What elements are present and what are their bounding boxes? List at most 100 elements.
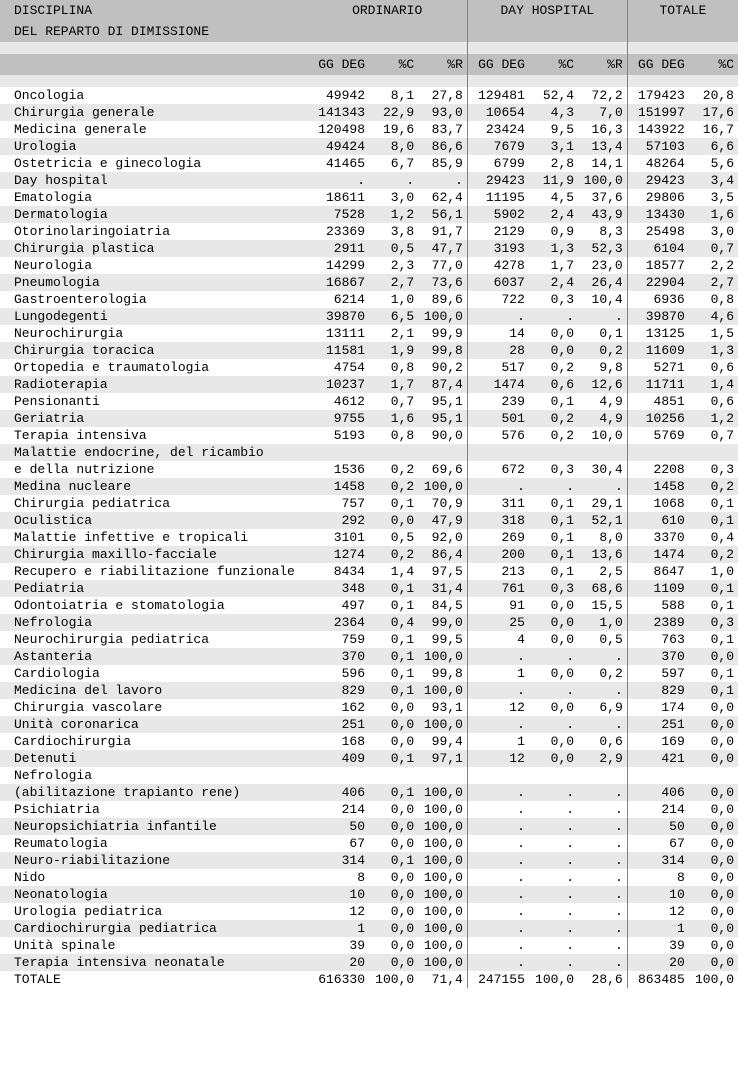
cell: . (578, 954, 627, 971)
cell: 517 (467, 359, 529, 376)
cell: 0,0 (689, 699, 738, 716)
table-row: Ostetricia e ginecologia414656,785,96799… (0, 155, 738, 172)
cell: 8434 (308, 563, 370, 580)
cell: 1,7 (529, 257, 578, 274)
cell: 6,9 (578, 699, 627, 716)
cell: 0,3 (689, 614, 738, 631)
table-row: Chirurgia toracica115811,999,8280,00,211… (0, 342, 738, 359)
row-label: Chirurgia generale (0, 104, 308, 121)
cell: . (578, 920, 627, 937)
cell: 863485 (627, 971, 689, 988)
cell: 19,6 (369, 121, 418, 138)
cell: 0,0 (369, 699, 418, 716)
row-label: Cardiologia (0, 665, 308, 682)
cell: 0,7 (689, 240, 738, 257)
cell: 100,0 (418, 818, 467, 835)
cell: 0,1 (369, 648, 418, 665)
cell: . (578, 869, 627, 886)
row-label: Astanteria (0, 648, 308, 665)
header-row-groups: DISCIPLINA ORDINARIO DAY HOSPITAL TOTALE (0, 0, 738, 21)
cell: 0,1 (369, 495, 418, 512)
table-row: Ortopedia e traumatologia47540,890,25170… (0, 359, 738, 376)
cell: 0,1 (529, 495, 578, 512)
cell: 99,4 (418, 733, 467, 750)
cell: 722 (467, 291, 529, 308)
table-row: Psichiatria2140,0100,0...2140,0 (0, 801, 738, 818)
cell: 86,6 (418, 138, 467, 155)
row-label: Reumatologia (0, 835, 308, 852)
cell: 0,1 (369, 750, 418, 767)
table-title-1: DISCIPLINA (0, 0, 308, 21)
cell: . (418, 172, 467, 189)
table-row: Nido80,0100,0...80,0 (0, 869, 738, 886)
cell: 13,4 (578, 138, 627, 155)
cell: 251 (308, 716, 370, 733)
row-label: Pneumologia (0, 274, 308, 291)
cell: 2,4 (529, 206, 578, 223)
cell: 497 (308, 597, 370, 614)
row-label: Unità spinale (0, 937, 308, 954)
row-label: (abilitazione trapianto rene) (0, 784, 308, 801)
table-row: Dermatologia75281,256,159022,443,9134301… (0, 206, 738, 223)
cell: 100,0 (418, 886, 467, 903)
cell: . (467, 954, 529, 971)
cell: 56,1 (418, 206, 467, 223)
cell: 97,5 (418, 563, 467, 580)
cell: 829 (308, 682, 370, 699)
cell: 0,1 (369, 580, 418, 597)
cell: 0,6 (689, 359, 738, 376)
cell: 20 (627, 954, 689, 971)
cell: 0,1 (369, 852, 418, 869)
cell: 239 (467, 393, 529, 410)
cell: 3101 (308, 529, 370, 546)
cell: . (467, 682, 529, 699)
cell: 17,6 (689, 104, 738, 121)
cell: 3,1 (529, 138, 578, 155)
cell: 2129 (467, 223, 529, 240)
cell: 11195 (467, 189, 529, 206)
cell: 2208 (627, 461, 689, 478)
cell: 757 (308, 495, 370, 512)
cell: 1 (467, 733, 529, 750)
cell: 162 (308, 699, 370, 716)
table-row: Terapia intensiva51930,890,05760,210,057… (0, 427, 738, 444)
cell: 100,0 (529, 971, 578, 988)
cell: 22,9 (369, 104, 418, 121)
cell: 0,0 (369, 886, 418, 903)
row-label: Cardiochirurgia (0, 733, 308, 750)
table-row: Ematologia186113,062,4111954,537,6298063… (0, 189, 738, 206)
cell: 1 (308, 920, 370, 937)
cell: 90,0 (418, 427, 467, 444)
table-row: Recupero e riabilitazione funzionale8434… (0, 563, 738, 580)
row-label: Dermatologia (0, 206, 308, 223)
cell: 2,9 (578, 750, 627, 767)
cell: 6104 (627, 240, 689, 257)
cell: 0,1 (529, 546, 578, 563)
cell: 4851 (627, 393, 689, 410)
cell: 13111 (308, 325, 370, 342)
cell: 0,5 (369, 240, 418, 257)
cell: 95,1 (418, 410, 467, 427)
table-row: TOTALE616330100,071,4247155100,028,68634… (0, 971, 738, 988)
cell: 4754 (308, 359, 370, 376)
row-label: Pensionanti (0, 393, 308, 410)
cell: 761 (467, 580, 529, 597)
col-o-pr: %R (418, 54, 467, 75)
cell: . (529, 801, 578, 818)
row-label: Medicina generale (0, 121, 308, 138)
col-t-ggdeg: GG DEG (627, 54, 689, 75)
cell: . (467, 801, 529, 818)
cell: 73,6 (418, 274, 467, 291)
table-row: Chirurgia pediatrica7570,170,93110,129,1… (0, 495, 738, 512)
cell: . (467, 937, 529, 954)
cell: 20,8 (689, 87, 738, 104)
cell: . (529, 478, 578, 495)
cell: 3,5 (689, 189, 738, 206)
cell: 12,6 (578, 376, 627, 393)
cell: 0,4 (689, 529, 738, 546)
cell: 9,8 (578, 359, 627, 376)
cell: . (369, 172, 418, 189)
header-row-title2: DEL REPARTO DI DIMISSIONE (0, 21, 738, 42)
row-label: e della nutrizione (0, 461, 308, 478)
group-ordinario: ORDINARIO (308, 0, 468, 21)
